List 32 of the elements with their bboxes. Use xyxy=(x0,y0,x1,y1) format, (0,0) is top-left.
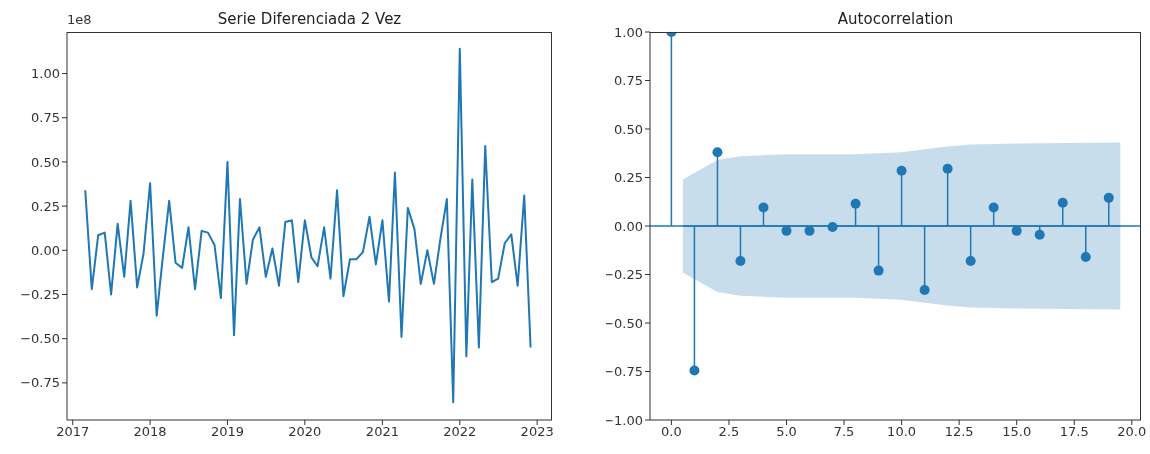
y-tick-label: 0.25 xyxy=(31,198,60,214)
x-tick-label: 2018 xyxy=(133,424,167,440)
y-tick-label: 0.50 xyxy=(31,154,60,170)
x-tick-label: 7.5 xyxy=(833,424,855,440)
y-tick-label: 0.50 xyxy=(614,121,643,137)
y-tick-label: 1.00 xyxy=(31,66,60,82)
y-tick-label: 0.25 xyxy=(614,170,643,186)
x-tick-label: 0.0 xyxy=(661,424,682,440)
x-tick-label: 5.0 xyxy=(776,424,797,440)
x-tick-label: 2017 xyxy=(56,424,90,440)
x-tick-label: 10.0 xyxy=(887,424,917,440)
y-tick-label: −0.75 xyxy=(20,375,60,391)
y-tick-label: −0.50 xyxy=(20,331,60,347)
x-tick-label: 2020 xyxy=(288,424,322,440)
x-tick-label: 17.5 xyxy=(1059,424,1089,440)
y-tick-label: 0.75 xyxy=(31,110,60,126)
x-tick-label: 20.0 xyxy=(1117,424,1147,440)
x-tick-label: 15.0 xyxy=(1002,424,1032,440)
chart-title: Serie Diferenciada 2 Vez xyxy=(217,10,402,28)
x-tick-label: 2019 xyxy=(210,424,245,440)
y-tick-label: 1.00 xyxy=(614,24,643,40)
y-tick-label: 0.00 xyxy=(31,242,60,258)
y-tick-label: −0.25 xyxy=(20,287,60,303)
x-tick-label: 12.5 xyxy=(944,424,974,440)
x-tick-label: 2023 xyxy=(520,424,554,440)
x-tick-label: 2022 xyxy=(443,424,477,440)
y-tick-label: 0.75 xyxy=(614,73,643,89)
y-tick-label: 0.00 xyxy=(614,218,643,234)
x-tick-label: 2021 xyxy=(365,424,399,440)
text: 1e8 xyxy=(67,12,92,27)
chart-title: Autocorrelation xyxy=(836,10,955,28)
x-tick-label: 2.5 xyxy=(718,424,740,440)
